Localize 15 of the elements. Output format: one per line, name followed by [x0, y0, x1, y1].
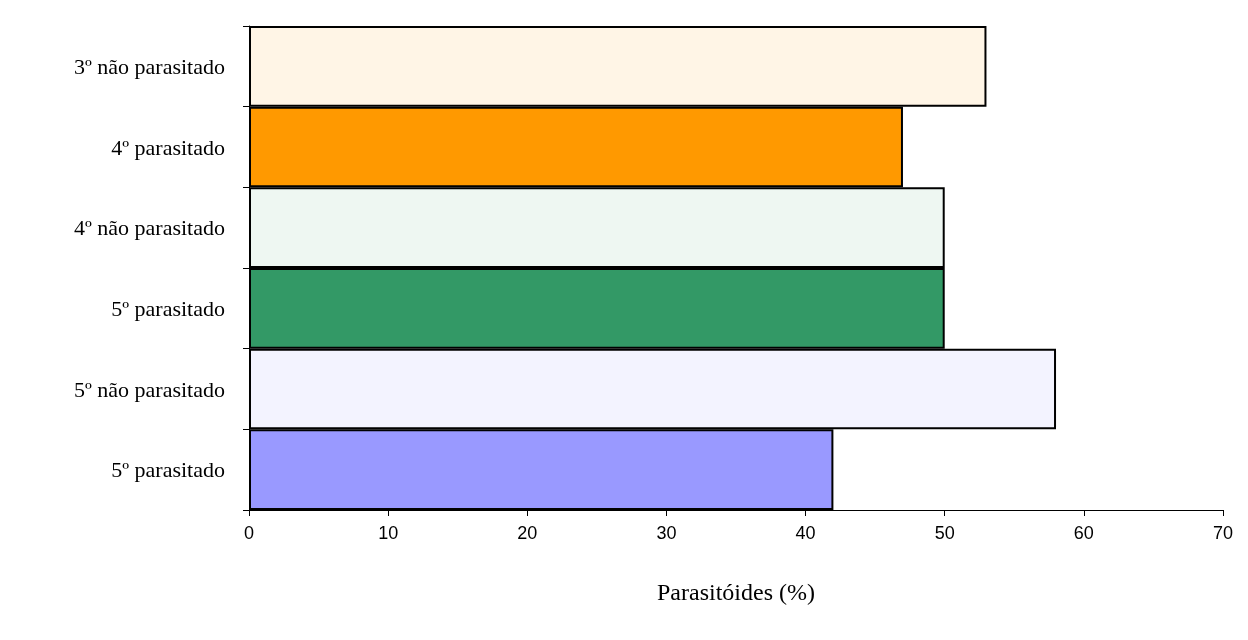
y-tick-label: 5º não parasitado [74, 376, 225, 402]
y-tick-label: 4º parasitado [111, 134, 225, 160]
x-tick-label: 70 [1212, 523, 1234, 543]
x-tick-label: 30 [656, 523, 677, 543]
x-axis-title: Parasitóides (%) [657, 579, 815, 605]
x-tick-label: 20 [517, 523, 538, 543]
y-tick-label: 4º não parasitado [74, 215, 225, 241]
x-tick-label: 10 [378, 523, 399, 543]
x-tick-label: 60 [1073, 523, 1094, 543]
y-tick-label: 5º parasitado [111, 457, 225, 483]
y-tick-label: 5º parasitado [111, 295, 225, 321]
x-tick-label: 40 [795, 523, 816, 543]
y-tick-label: 3º não parasitado [74, 53, 225, 79]
x-tick-label: 0 [243, 523, 255, 543]
x-tick-label: 50 [934, 523, 955, 543]
